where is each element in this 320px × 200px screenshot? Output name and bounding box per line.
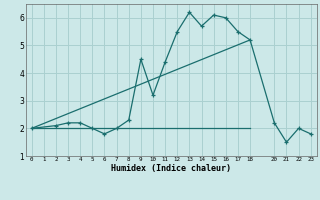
X-axis label: Humidex (Indice chaleur): Humidex (Indice chaleur) xyxy=(111,164,231,173)
